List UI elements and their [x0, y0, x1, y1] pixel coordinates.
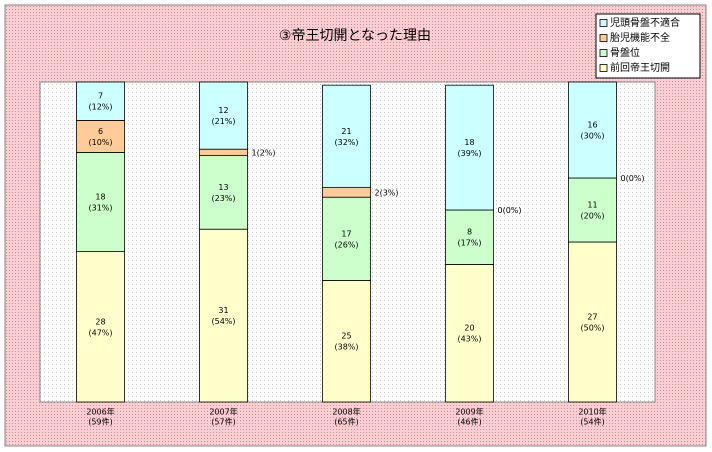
legend-swatch — [599, 34, 608, 42]
bar-segment — [568, 241, 617, 403]
legend-label: 骨盤位 — [610, 46, 640, 59]
bar-segment — [76, 81, 125, 121]
bar-segment — [76, 251, 125, 403]
data-label-percent: (12%) — [88, 103, 112, 112]
legend-label: 児頭骨盤不適合 — [610, 16, 680, 29]
data-label-percent: (30%) — [580, 132, 604, 141]
data-label-count: 8 — [467, 228, 472, 237]
x-tick-sublabel: (54件) — [580, 417, 604, 427]
bar-segment — [76, 151, 125, 252]
data-label: 0(0%) — [621, 174, 645, 183]
x-tick-sublabel: (65件) — [334, 417, 358, 427]
data-label-percent: (47%) — [88, 328, 112, 337]
data-label-count: 11 — [587, 201, 597, 210]
data-label-count: 16 — [587, 121, 597, 130]
data-label-count: 20 — [464, 324, 474, 333]
data-label-count: 27 — [587, 313, 597, 322]
x-tick-sublabel: (59件) — [88, 417, 112, 427]
data-label-percent: (23%) — [211, 194, 235, 203]
bar-segment — [322, 279, 371, 403]
data-label-count: 1 — [252, 148, 257, 157]
data-label-count: 2 — [375, 188, 380, 197]
bar-segment — [322, 84, 371, 188]
bar-segment — [199, 228, 248, 403]
data-label-percent: (50%) — [580, 324, 604, 333]
legend-label: 前回帝王切開 — [610, 61, 670, 74]
data-label-percent: (3%) — [380, 188, 399, 197]
x-tick-label: 2008年 — [332, 407, 360, 417]
data-label: 1(2%) — [252, 148, 276, 157]
data-label: 0(0%) — [498, 206, 522, 215]
x-tick-sublabel: (46件) — [457, 417, 481, 427]
data-label-percent: (38%) — [334, 343, 358, 352]
bar-segment — [322, 196, 371, 281]
data-label-percent: (39%) — [457, 149, 481, 158]
data-label-percent: (26%) — [334, 240, 358, 249]
data-label-percent: (32%) — [334, 138, 358, 147]
data-label-percent: (17%) — [457, 239, 481, 248]
bar-segment — [76, 120, 125, 153]
bar-segment — [199, 81, 248, 150]
x-tick-label: 2009年 — [455, 407, 483, 417]
data-label-count: 18 — [464, 138, 474, 147]
bar-segment — [199, 148, 248, 156]
data-label-percent: (31%) — [88, 204, 112, 213]
data-label-count: 31 — [218, 306, 228, 315]
data-label-count: 28 — [95, 317, 105, 326]
x-tick-label: 2007年 — [209, 407, 237, 417]
bar-segment — [199, 155, 248, 230]
x-tick-label: 2006年 — [86, 407, 114, 417]
data-label-percent: (21%) — [211, 117, 235, 126]
data-label-percent: (54%) — [211, 317, 235, 326]
bar-segment — [568, 177, 617, 243]
data-label-count: 0 — [621, 174, 626, 183]
x-tick-label: 2010年 — [578, 407, 606, 417]
x-tick-sublabel: (57件) — [211, 417, 235, 427]
data-label-count: 7 — [98, 92, 103, 101]
bar-segment — [445, 263, 494, 403]
chart-title: ③帝王切開となった理由 — [279, 28, 431, 44]
bar-segment — [568, 81, 617, 179]
data-label-count: 17 — [341, 229, 351, 238]
data-label-percent: (0%) — [626, 174, 645, 183]
data-label: 2(3%) — [375, 188, 399, 197]
data-label-percent: (20%) — [580, 212, 604, 221]
data-label-percent: (10%) — [88, 138, 112, 147]
data-label-count: 6 — [98, 127, 103, 136]
data-label-count: 21 — [341, 127, 351, 136]
data-label-percent: (43%) — [457, 335, 481, 344]
legend-swatch — [599, 49, 608, 57]
data-label-percent: (2%) — [257, 148, 276, 157]
bar-segment — [445, 84, 494, 211]
legend-box — [595, 13, 701, 79]
data-label-count: 18 — [95, 193, 105, 202]
data-label-count: 0 — [498, 206, 503, 215]
legend-swatch — [599, 64, 608, 72]
legend-swatch — [599, 19, 608, 27]
bar-segment — [322, 187, 371, 198]
data-label-count: 12 — [218, 106, 228, 115]
data-label-count: 13 — [218, 183, 228, 192]
data-label-count: 25 — [341, 332, 351, 341]
legend-label: 胎児機能不全 — [610, 31, 670, 44]
data-label-percent: (0%) — [503, 206, 522, 215]
bar-segment — [445, 209, 494, 265]
